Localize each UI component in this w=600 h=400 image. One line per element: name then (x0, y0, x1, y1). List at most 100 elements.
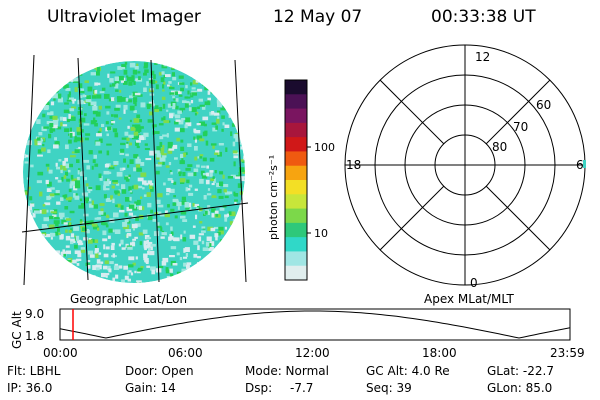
imager-pixel (135, 141, 139, 146)
imager-pixel (88, 150, 93, 155)
imager-pixel (101, 212, 106, 216)
imager-pixel (167, 178, 173, 181)
imager-pixel (50, 211, 57, 214)
imager-pixel (197, 88, 203, 92)
imager-pixel (136, 281, 140, 283)
imager-pixel (215, 125, 218, 130)
imager-pixel (70, 238, 76, 243)
imager-pixel (193, 136, 196, 140)
imager-pixel (223, 184, 229, 188)
imager-pixel (70, 181, 75, 186)
imager-pixel (180, 146, 185, 151)
imager-pixel (166, 133, 169, 138)
imager-pixel (117, 97, 123, 103)
imager-pixel (59, 116, 63, 121)
imager-pixel (91, 200, 94, 206)
imager-pixel (128, 212, 133, 216)
colorbar-band (285, 151, 307, 167)
imager-pixel (205, 179, 210, 185)
imager-pixel (197, 106, 200, 110)
imager-pixel (88, 239, 93, 244)
imager-pixel (150, 209, 154, 214)
imager-pixel (70, 174, 74, 180)
imager-pixel (176, 252, 180, 256)
imager-pixel (104, 273, 110, 276)
imager-pixel (193, 172, 197, 176)
imager-pixel (217, 189, 222, 194)
imager-pixel (113, 161, 119, 165)
imager-pixel (77, 83, 83, 88)
imager-pixel (130, 272, 134, 276)
imager-pixel (169, 86, 175, 90)
imager-pixel (70, 259, 77, 264)
imager-pixel (175, 105, 179, 110)
imager-pixel (80, 171, 85, 177)
imager-pixel (102, 238, 108, 242)
imager-pixel (233, 134, 239, 139)
imager-pixel (193, 168, 199, 173)
imager-pixel (60, 168, 63, 174)
imager-pixel (207, 97, 211, 101)
imager-pixel (127, 164, 130, 168)
imager-pixel (181, 196, 186, 201)
imager-pixel (96, 71, 100, 76)
imager-pixel (85, 183, 89, 187)
imager-pixel (163, 116, 166, 121)
imager-pixel (96, 259, 101, 264)
polar-diagonal (379, 185, 445, 251)
imager-pixel (240, 159, 244, 162)
imager-pixel (147, 215, 153, 221)
imager-pixel (63, 222, 68, 225)
imager-pixel (65, 245, 70, 248)
imager-pixel (112, 180, 118, 183)
imager-pixel (125, 229, 131, 233)
imager-pixel (168, 236, 172, 241)
imager-pixel (201, 105, 206, 110)
imager-pixel (23, 153, 26, 159)
imager-pixel (221, 115, 225, 119)
imager-pixel (46, 188, 52, 192)
imager-pixel (95, 141, 101, 146)
imager-pixel (41, 224, 48, 229)
imager-pixel (216, 99, 221, 104)
imager-pixel (84, 177, 87, 181)
apex-caption: Apex MLat/MLT (424, 292, 514, 306)
imager-pixel (83, 237, 88, 241)
imager-pixel (210, 143, 217, 146)
imager-pixel (99, 127, 102, 132)
imager-pixel (124, 275, 129, 280)
imager-pixel (120, 148, 125, 153)
imager-pixel (147, 119, 154, 123)
imager-pixel (180, 215, 186, 219)
imager-pixel (138, 232, 144, 236)
imager-pixel (65, 144, 69, 150)
imager-pixel (125, 143, 129, 149)
imager-pixel (153, 74, 156, 79)
imager-pixel (80, 198, 83, 202)
imager-pixel (184, 96, 189, 99)
imager-pixel (122, 167, 126, 170)
glon-status: GLon: 85.0 (487, 381, 553, 395)
imager-pixel (140, 266, 144, 269)
imager-pixel (160, 151, 164, 155)
imager-pixel (112, 253, 115, 258)
imager-pixel (46, 195, 51, 201)
imager-pixel (186, 265, 190, 270)
imager-pixel (49, 215, 54, 220)
imager-pixel (196, 164, 200, 168)
imager-pixel (106, 111, 110, 115)
imager-pixel (87, 86, 93, 92)
imager-pixel (211, 183, 215, 186)
imager-pixel (214, 226, 219, 229)
imager-pixel (55, 93, 62, 97)
imager-pixel (111, 120, 116, 124)
imager-pixel (81, 203, 85, 206)
imager-pixel (71, 98, 77, 102)
imager-pixel (241, 176, 245, 182)
imager-pixel (114, 263, 119, 268)
imager-pixel (179, 107, 186, 111)
imager-pixel (94, 82, 101, 86)
gain-status: Gain: 14 (125, 381, 176, 395)
imager-pixel (192, 80, 198, 85)
imager-pixel (99, 138, 103, 143)
